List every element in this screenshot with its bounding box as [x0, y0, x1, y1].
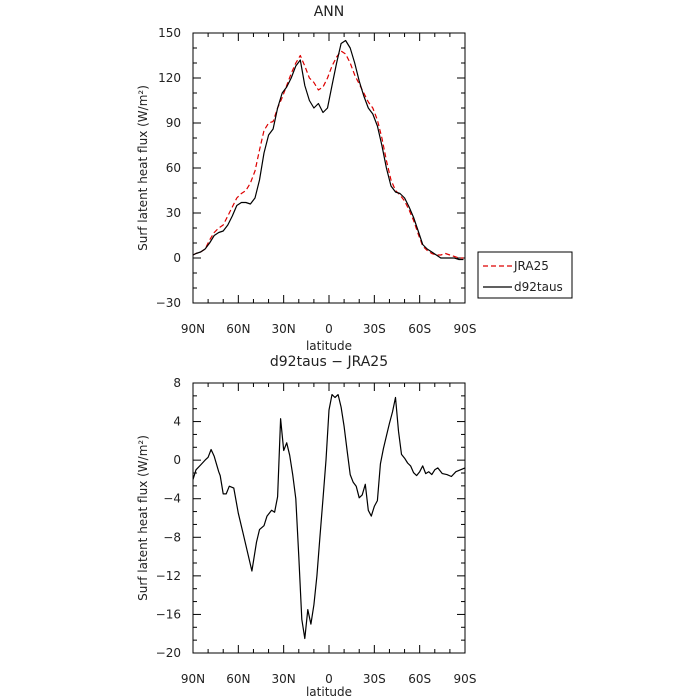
ytick-label: 90 — [166, 116, 181, 130]
xtick-label: 60S — [408, 322, 431, 336]
ytick-label: −30 — [156, 296, 181, 310]
panel2-series — [192, 394, 466, 640]
panel1-series — [192, 39, 464, 261]
ytick-label: −4 — [163, 492, 181, 506]
panel2-title: d92taus − JRA25 — [270, 354, 388, 370]
xtick-label: 30S — [363, 672, 386, 686]
panel1-ticks — [192, 32, 466, 304]
ytick-label: 0 — [173, 251, 181, 265]
ytick-label: −16 — [156, 607, 181, 621]
panel2-ylabel: Surf latent heat flux (W/m²) — [136, 435, 150, 601]
panel1-ylabel: Surf latent heat flux (W/m²) — [136, 85, 150, 251]
panel1-xtick-labels: 90N 60N 30N 0 30S 60S 90S — [181, 322, 477, 336]
panel1-title: ANN — [314, 4, 345, 20]
panel1-xlabel: latitude — [306, 339, 352, 353]
panel1-frame — [192, 32, 466, 304]
panel-diff: d92taus − JRA25 −20 −16 −12 −8 −4 0 4 8 90N 60N 3… — [136, 354, 476, 699]
ytick-label: −20 — [156, 646, 181, 660]
xtick-label: 0 — [325, 322, 333, 336]
panel-ann: ANN −30 0 30 60 90 120 150 90N 60N 30N 0 30S 60S 90S… — [136, 4, 476, 353]
panel1-ytick-labels: −30 0 30 60 90 120 150 — [156, 26, 181, 310]
ytick-label: 4 — [173, 415, 181, 429]
xtick-label: 0 — [325, 672, 333, 686]
xtick-label: 90S — [454, 672, 477, 686]
series-line-jra25 — [192, 50, 464, 259]
ytick-label: 120 — [158, 71, 181, 85]
xtick-label: 30N — [272, 322, 296, 336]
panel2-xtick-labels: 90N 60N 30N 0 30S 60S 90S — [181, 672, 477, 686]
ytick-label: −12 — [156, 569, 181, 583]
panel2-ticks — [192, 382, 466, 654]
ytick-label: 150 — [158, 26, 181, 40]
series-line-diff-0 — [192, 394, 466, 640]
ytick-label: 0 — [173, 453, 181, 467]
xtick-label: 90N — [181, 672, 205, 686]
legend-box — [477, 251, 573, 299]
xtick-label: 90N — [181, 322, 205, 336]
xtick-label: 60N — [226, 672, 250, 686]
xtick-label: 30S — [363, 322, 386, 336]
xtick-label: 90S — [454, 322, 477, 336]
ytick-label: 60 — [166, 161, 181, 175]
panel2-ytick-labels: −20 −16 −12 −8 −4 0 4 8 — [156, 376, 181, 660]
legend-label-jra25: JRA25 — [513, 259, 549, 273]
series-line-d92taus — [192, 39, 464, 261]
ytick-label: 8 — [173, 376, 181, 390]
ytick-label: 30 — [166, 206, 181, 220]
ytick-label: −8 — [163, 530, 181, 544]
panel2-frame — [192, 382, 466, 654]
xtick-label: 30N — [272, 672, 296, 686]
xtick-label: 60S — [408, 672, 431, 686]
legend-label-d92taus: d92taus — [514, 280, 563, 294]
panel2-xlabel: latitude — [306, 685, 352, 699]
legend: JRA25 d92taus — [477, 251, 573, 299]
xtick-label: 60N — [226, 322, 250, 336]
